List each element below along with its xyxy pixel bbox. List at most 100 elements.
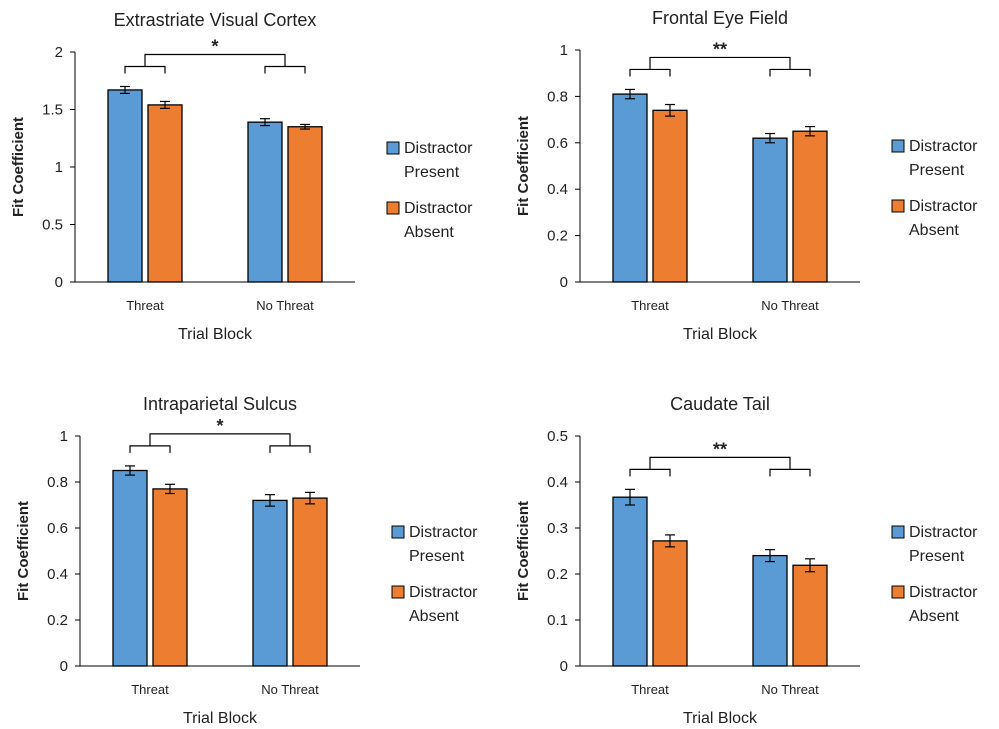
legend-swatch-absent bbox=[891, 585, 905, 599]
significance-marker: * bbox=[211, 37, 218, 57]
x-axis-label: Trial Block bbox=[183, 710, 258, 724]
bar-present-no-threat bbox=[752, 554, 788, 667]
legend-swatch-present bbox=[391, 525, 405, 539]
significance-bracket-inner bbox=[629, 68, 671, 77]
y-axis-label: Fit Coefficient bbox=[15, 501, 32, 601]
x-axis-label: Trial Block bbox=[683, 326, 758, 343]
y-tick-label: 0.6 bbox=[547, 135, 568, 152]
y-tick-label: 0.8 bbox=[547, 88, 568, 105]
y-tick-label: 2 bbox=[55, 44, 63, 61]
significance-bracket-inner bbox=[264, 65, 306, 74]
y-tick-label: 0.4 bbox=[47, 566, 68, 583]
x-tick-label: No Threat bbox=[256, 298, 314, 313]
legend-label: Absent bbox=[404, 224, 454, 241]
legend-label: Distractor bbox=[909, 584, 978, 601]
y-tick-label: 1 bbox=[60, 428, 68, 445]
x-tick-label: No Threat bbox=[261, 682, 319, 697]
y-tick-label: 0.2 bbox=[47, 612, 68, 629]
y-tick-label: 1 bbox=[560, 42, 568, 59]
x-tick-label: Threat bbox=[126, 298, 164, 313]
bar-absent-no-threat bbox=[292, 497, 328, 667]
legend-label: Distractor bbox=[909, 524, 978, 541]
y-tick-label: 0 bbox=[60, 658, 68, 675]
legend-swatch-absent bbox=[386, 201, 400, 215]
x-tick-label: Threat bbox=[631, 682, 669, 697]
x-axis-label: Trial Block bbox=[683, 710, 758, 724]
significance-bracket-inner bbox=[124, 65, 166, 74]
y-tick-label: 0.4 bbox=[547, 474, 568, 491]
legend-label: Distractor bbox=[409, 584, 478, 601]
legend-swatch-present bbox=[386, 141, 400, 155]
legend-label: Distractor bbox=[404, 200, 473, 217]
bar-present-threat bbox=[612, 93, 648, 283]
chart-panel-3: Intraparietal Sulcus 0 0.2 0.4 0.6 0.8 1 Fit Co… bbox=[15, 394, 478, 727]
significance-marker: ** bbox=[713, 439, 727, 459]
legend-label: Distractor bbox=[909, 198, 978, 215]
significance-marker: * bbox=[216, 416, 223, 436]
significance-bracket-inner bbox=[129, 445, 171, 453]
legend-label: Present bbox=[909, 162, 965, 179]
legend-label: Absent bbox=[909, 608, 959, 625]
y-tick-label: 0.4 bbox=[547, 181, 568, 198]
bar-present-threat bbox=[612, 496, 648, 667]
y-axis-label: Fit Coefficient bbox=[10, 117, 27, 217]
y-axis-label: Fit Coefficient bbox=[515, 116, 532, 216]
legend-label: Distractor bbox=[409, 524, 478, 541]
bar-present-threat bbox=[107, 89, 143, 283]
significance-bracket-inner bbox=[629, 468, 671, 477]
bar-present-no-threat bbox=[247, 121, 283, 283]
significance-bracket-outer bbox=[649, 456, 791, 470]
bar-absent-no-threat bbox=[287, 126, 323, 283]
x-tick-label: Threat bbox=[631, 298, 669, 313]
y-tick-label: 0 bbox=[560, 658, 568, 675]
bar-absent-threat bbox=[652, 540, 688, 667]
chart-title: Frontal Eye Field bbox=[652, 8, 788, 28]
bar-present-threat bbox=[112, 469, 148, 667]
chart-panel-4: Caudate Tail 0 0.1 0.2 0.3 0.4 0.5 Fit Coeffici… bbox=[515, 394, 978, 727]
bar-absent-threat bbox=[147, 104, 183, 283]
y-tick-label: 1 bbox=[55, 159, 63, 176]
legend-swatch-absent bbox=[891, 199, 905, 213]
bar-present-no-threat bbox=[752, 137, 788, 283]
y-tick-label: 1.5 bbox=[42, 102, 63, 119]
significance-bracket-outer bbox=[149, 433, 291, 446]
y-tick-label: 0.6 bbox=[47, 520, 68, 537]
y-tick-label: 0.2 bbox=[547, 228, 568, 245]
chart-title: Caudate Tail bbox=[670, 394, 770, 414]
significance-bracket-inner bbox=[269, 445, 311, 453]
legend-swatch-present bbox=[891, 139, 905, 153]
x-tick-label: Threat bbox=[131, 682, 169, 697]
significance-bracket-inner bbox=[769, 68, 811, 77]
bar-absent-threat bbox=[152, 488, 188, 667]
y-tick-label: 0.3 bbox=[547, 520, 568, 537]
legend-label: Present bbox=[909, 548, 965, 565]
significance-bracket-outer bbox=[649, 56, 791, 70]
legend-label: Absent bbox=[409, 608, 459, 625]
significance-bracket-inner bbox=[769, 468, 811, 477]
bar-absent-no-threat bbox=[792, 130, 828, 283]
chart-title: Extrastriate Visual Cortex bbox=[114, 10, 317, 30]
chart-panel-2: Frontal Eye Field 0 0.2 0.4 0.6 0.8 1 Fit Coeff… bbox=[515, 8, 978, 343]
legend-swatch-absent bbox=[391, 585, 405, 599]
y-tick-label: 0 bbox=[560, 274, 568, 291]
legend-label: Absent bbox=[909, 222, 959, 239]
y-tick-label: 0.5 bbox=[42, 217, 63, 234]
legend-label: Present bbox=[409, 548, 465, 565]
bar-absent-no-threat bbox=[792, 564, 828, 667]
y-tick-label: 0.2 bbox=[547, 566, 568, 583]
legend-label: Distractor bbox=[909, 138, 978, 155]
legend-swatch-present bbox=[891, 525, 905, 539]
significance-bracket-outer bbox=[144, 53, 286, 67]
bar-present-no-threat bbox=[252, 499, 288, 667]
x-tick-label: No Threat bbox=[761, 298, 819, 313]
x-axis-label: Trial Block bbox=[178, 326, 253, 343]
y-axis-label: Fit Coefficient bbox=[515, 501, 532, 601]
chart-panel-1: Extrastriate Visual Cortex 0 0.5 1 1.5 2 Fit C… bbox=[10, 10, 473, 343]
chart-title: Intraparietal Sulcus bbox=[143, 394, 297, 414]
x-tick-label: No Threat bbox=[761, 682, 819, 697]
y-tick-label: 0.1 bbox=[547, 612, 568, 629]
y-tick-label: 0.8 bbox=[47, 474, 68, 491]
bar-absent-threat bbox=[652, 109, 688, 283]
